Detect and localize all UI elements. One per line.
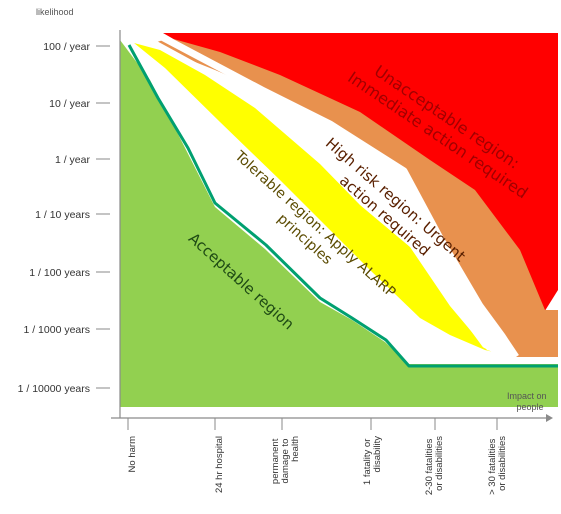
unacceptable-boundary bbox=[158, 32, 519, 359]
y-tick-label: 1 / year bbox=[55, 154, 91, 166]
x-category-label: 1 fatality or disability bbox=[362, 436, 383, 485]
y-tick-label: 1 / 100 years bbox=[29, 267, 90, 279]
x-axis-arrow bbox=[546, 414, 553, 422]
y-tick-label: 1 / 1000 years bbox=[23, 324, 90, 336]
x-category-label: 24 hr hospital bbox=[214, 436, 225, 493]
acceptable-boundary-line bbox=[127, 44, 558, 368]
y-tick-labels: 100 / year 10 / year 1 / year 1 / 10 yea… bbox=[18, 41, 91, 395]
x-category-labels: No harm 24 hr hospital permanent damage … bbox=[127, 436, 508, 495]
x-ticks bbox=[127, 418, 498, 430]
acceptable-region bbox=[120, 40, 558, 407]
y-ticks bbox=[96, 45, 110, 389]
acceptable-white-boundary bbox=[123, 35, 558, 363]
x-axis-title-line-1: Impact on bbox=[507, 391, 547, 401]
y-tick-label: 1 / 10 years bbox=[35, 209, 90, 221]
y-tick-label: 100 / year bbox=[43, 41, 90, 53]
x-category-label: No harm bbox=[127, 436, 138, 473]
unacceptable-region bbox=[163, 33, 558, 357]
y-axis-title: likelihood bbox=[36, 7, 74, 17]
x-category-label: > 30 fatalities or disabilities bbox=[487, 436, 508, 495]
x-axis-title: Impact on people bbox=[507, 391, 549, 412]
y-tick-label: 1 / 10000 years bbox=[18, 383, 90, 395]
tolerable-region bbox=[134, 43, 515, 357]
x-category-label: permanent damage to health bbox=[270, 436, 301, 484]
y-tick-label: 10 / year bbox=[49, 98, 90, 110]
x-axis-title-line-2: people bbox=[516, 402, 543, 412]
high-risk-region bbox=[150, 38, 558, 357]
x-category-label: 2-30 fatalities or disabilities bbox=[424, 436, 445, 495]
tolerable-upper-boundary bbox=[143, 35, 512, 361]
